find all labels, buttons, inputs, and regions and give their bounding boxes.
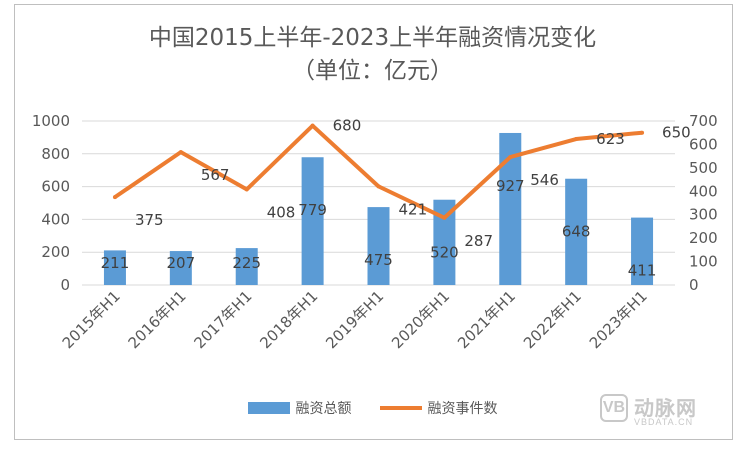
line-point: [310, 123, 315, 128]
y-right-tick-label: 300: [689, 206, 718, 224]
line-point: [112, 195, 117, 200]
bar-data-label: 648: [562, 223, 591, 241]
bar-data-label: 779: [298, 201, 327, 219]
bar: [103, 250, 126, 285]
watermark-en: VBDATA.CN: [634, 417, 694, 427]
bar: [169, 251, 192, 285]
bar-data-label: 475: [364, 251, 393, 269]
line-point: [178, 150, 183, 155]
chart-title: 中国2015上半年-2023上半年融资情况变化 （单位：亿元）: [0, 22, 745, 88]
chart-title-line1: 中国2015上半年-2023上半年融资情况变化: [148, 25, 597, 51]
x-tick-label: 2016年H1: [125, 287, 190, 352]
line-data-label: 421: [399, 200, 428, 218]
watermark-logo-icon: VB: [600, 394, 628, 422]
legend-label-bar: 融资总额: [295, 401, 352, 417]
legend-swatch-line: [379, 406, 422, 410]
y-left-tick-label: 400: [41, 210, 70, 228]
line-point: [508, 155, 513, 160]
bar: [235, 248, 258, 285]
x-tick-label: 2015年H1: [59, 287, 124, 352]
y-right-tick-label: 0: [689, 276, 699, 294]
x-tick-label: 2019年H1: [322, 287, 387, 352]
line-data-label: 567: [201, 166, 230, 184]
x-tick-label: 2018年H1: [256, 287, 321, 352]
y-right-tick-label: 500: [689, 159, 718, 177]
bar-data-label: 927: [496, 177, 525, 195]
y-left-tick-label: 800: [41, 145, 70, 163]
bar-data-label: 520: [430, 244, 459, 262]
legend-item-line: 融资事件数: [379, 398, 498, 418]
y-right-tick-label: 700: [689, 112, 718, 130]
line-data-label: 680: [333, 117, 362, 135]
bar-data-label: 225: [232, 254, 261, 272]
y-right-tick-label: 100: [689, 253, 718, 271]
bar: [433, 199, 456, 285]
line-data-label: 408: [267, 203, 296, 221]
bar: [631, 217, 654, 285]
line-data-label: 375: [135, 211, 164, 229]
y-right-tick-label: 400: [689, 182, 718, 200]
y-left-tick-label: 0: [60, 276, 70, 294]
line-point: [640, 130, 645, 135]
line-point: [376, 184, 381, 189]
legend: 融资总额 融资事件数: [0, 398, 745, 418]
line-data-label: 650: [662, 124, 691, 142]
legend-label-line: 融资事件数: [427, 401, 498, 417]
y-left-tick-label: 200: [41, 243, 70, 261]
y-right-tick-label: 600: [689, 135, 718, 153]
chart-title-line2: （单位：亿元）: [292, 58, 453, 84]
line-point: [574, 137, 579, 142]
x-tick-label: 2022年H1: [520, 287, 585, 352]
y-right-tick-label: 200: [689, 229, 718, 247]
y-left-tick-label: 600: [41, 178, 70, 196]
legend-swatch-bar: [247, 402, 290, 414]
line-point: [442, 215, 447, 220]
line-data-label: 546: [530, 171, 559, 189]
bar-data-label: 211: [101, 254, 130, 272]
bar-data-label: 207: [167, 254, 196, 272]
bar: [367, 207, 390, 285]
bar: [565, 178, 588, 285]
bar: [499, 132, 522, 285]
x-tick-label: 2017年H1: [190, 287, 255, 352]
x-tick-label: 2020年H1: [388, 287, 453, 352]
watermark-cn: 动脉网: [634, 398, 697, 420]
line-data-label: 623: [596, 130, 625, 148]
line-point: [244, 187, 249, 192]
bar: [301, 157, 324, 285]
bar-data-label: 411: [628, 262, 657, 280]
watermark: VB 动脉网 VBDATA.CN: [600, 392, 730, 432]
x-tick-label: 2021年H1: [454, 287, 519, 352]
legend-item-bar: 融资总额: [247, 398, 352, 418]
x-tick-label: 2023年H1: [586, 287, 651, 352]
series-line: [113, 123, 643, 220]
line-data-label: 287: [464, 232, 493, 250]
y-left-tick-label: 1000: [32, 112, 70, 130]
